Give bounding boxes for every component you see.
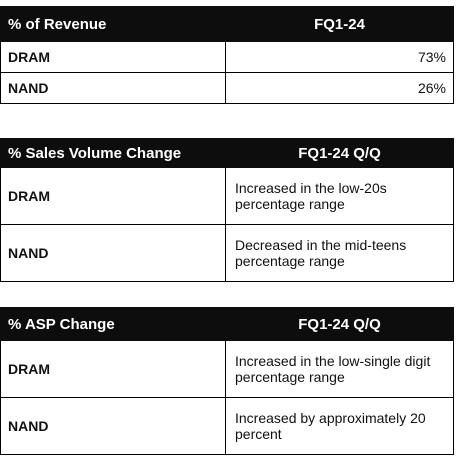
table-row: NAND Decreased in the mid-teens percenta… (0, 224, 454, 282)
row-value: Increased by approximately 20 percent (225, 397, 454, 455)
table-header-row: % Sales Volume Change FQ1-24 Q/Q (0, 138, 454, 168)
table-row: NAND 26% (0, 72, 454, 104)
table-row: DRAM Increased in the low-single digit p… (0, 340, 454, 398)
row-value: 26% (225, 72, 454, 104)
row-value: Increased in the low-20s percentage rang… (225, 167, 454, 225)
table-header-row: % ASP Change FQ1-24 Q/Q (0, 307, 454, 341)
column-header-metric: % of Revenue (0, 6, 226, 42)
revenue-mix-table: % of Revenue FQ1-24 DRAM 73% NAND 26% (0, 6, 454, 104)
table-row: DRAM Increased in the low-20s percentage… (0, 167, 454, 225)
column-header-metric: % ASP Change (0, 307, 226, 341)
row-label: NAND (0, 72, 226, 104)
row-label: DRAM (0, 340, 226, 398)
table-row: NAND Increased by approximately 20 perce… (0, 397, 454, 455)
sales-volume-change-table: % Sales Volume Change FQ1-24 Q/Q DRAM In… (0, 138, 454, 282)
row-value: 73% (225, 41, 454, 73)
column-header-period: FQ1-24 (225, 6, 454, 42)
row-label: DRAM (0, 41, 226, 73)
column-header-period: FQ1-24 Q/Q (225, 138, 454, 168)
table-row: DRAM 73% (0, 41, 454, 73)
row-value: Decreased in the mid-teens percentage ra… (225, 224, 454, 282)
column-header-metric: % Sales Volume Change (0, 138, 226, 168)
row-label: NAND (0, 397, 226, 455)
column-header-period: FQ1-24 Q/Q (225, 307, 454, 341)
row-value: Increased in the low-single digit percen… (225, 340, 454, 398)
asp-change-table: % ASP Change FQ1-24 Q/Q DRAM Increased i… (0, 307, 454, 455)
table-header-row: % of Revenue FQ1-24 (0, 6, 454, 42)
row-label: NAND (0, 224, 226, 282)
row-label: DRAM (0, 167, 226, 225)
